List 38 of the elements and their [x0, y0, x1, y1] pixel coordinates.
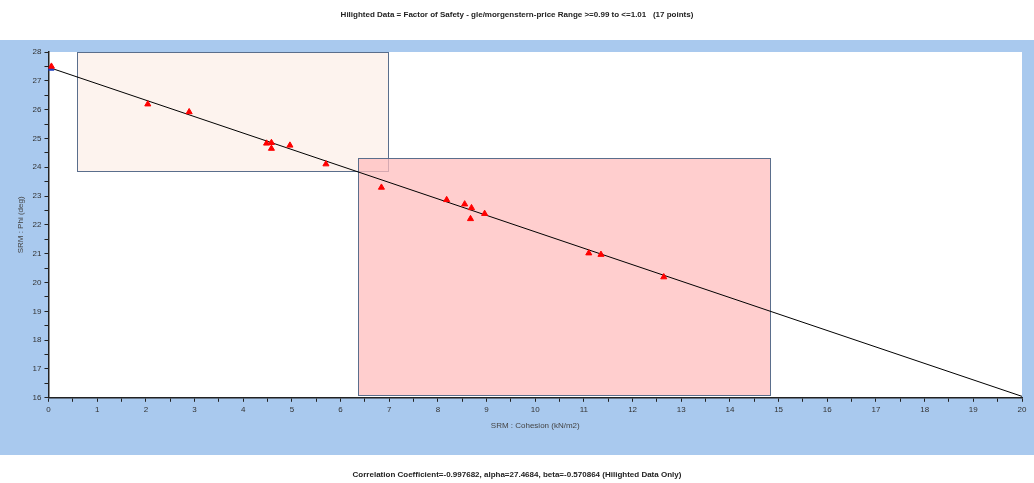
x-tick-label: 3	[192, 404, 198, 414]
x-axis-title: SRM : Cohesion (kN/m2)	[490, 421, 581, 431]
y-tick-label: 16	[32, 393, 43, 402]
x-tick-label: 12	[628, 404, 638, 414]
y-tick-label: 19	[32, 306, 43, 316]
y-tick-label: 28	[32, 47, 43, 57]
y-tick-label: 23	[32, 191, 43, 201]
y-tick-label: 26	[32, 104, 43, 114]
y-tick-label: 24	[32, 162, 43, 172]
x-tick-label: 6	[338, 404, 344, 414]
x-tick-label: 2	[143, 404, 149, 414]
x-tick-label: 17	[871, 404, 881, 414]
x-tick-label: 4	[240, 404, 246, 414]
x-tick-label: 14	[725, 404, 735, 414]
y-tick-label: 20	[32, 277, 43, 287]
x-tick-label: 13	[676, 404, 687, 414]
y-axis-title: SRM : Phi (deg)	[16, 196, 25, 254]
x-tick-label: 20	[1017, 404, 1027, 414]
y-tick-label: 21	[32, 248, 43, 258]
chart-title: Hilighted Data = Factor of Safety - gle/morgenstern-price Range >=0.99 to <=1.01 (17 points)	[339, 10, 695, 19]
y-tick-label: 25	[32, 133, 43, 143]
x-tick-label: 16	[822, 404, 833, 414]
x-tick-label: 0	[46, 404, 52, 414]
x-tick-label: 7	[387, 404, 392, 414]
x-tick-label: 9	[484, 404, 490, 414]
x-tick-label: 8	[435, 404, 441, 414]
x-tick-label: 11	[579, 404, 589, 414]
x-tick-label: 19	[968, 404, 979, 414]
y-tick-label: 17	[32, 364, 43, 374]
y-tick-label: 27	[32, 76, 43, 86]
x-tick-label: 1	[94, 404, 100, 414]
x-tick-label: 5	[289, 404, 295, 414]
y-tick-label: 18	[32, 335, 43, 345]
x-tick-label: 15	[774, 404, 784, 414]
text: Correlation Coefficient=-0.997682, alpha=27.4684, beta=-0.570864 (Hilighted Data Only)	[351, 470, 683, 479]
x-tick-label: 10	[530, 404, 541, 414]
x-tick-label: 18	[920, 404, 930, 414]
y-tick-label: 22	[32, 220, 43, 230]
